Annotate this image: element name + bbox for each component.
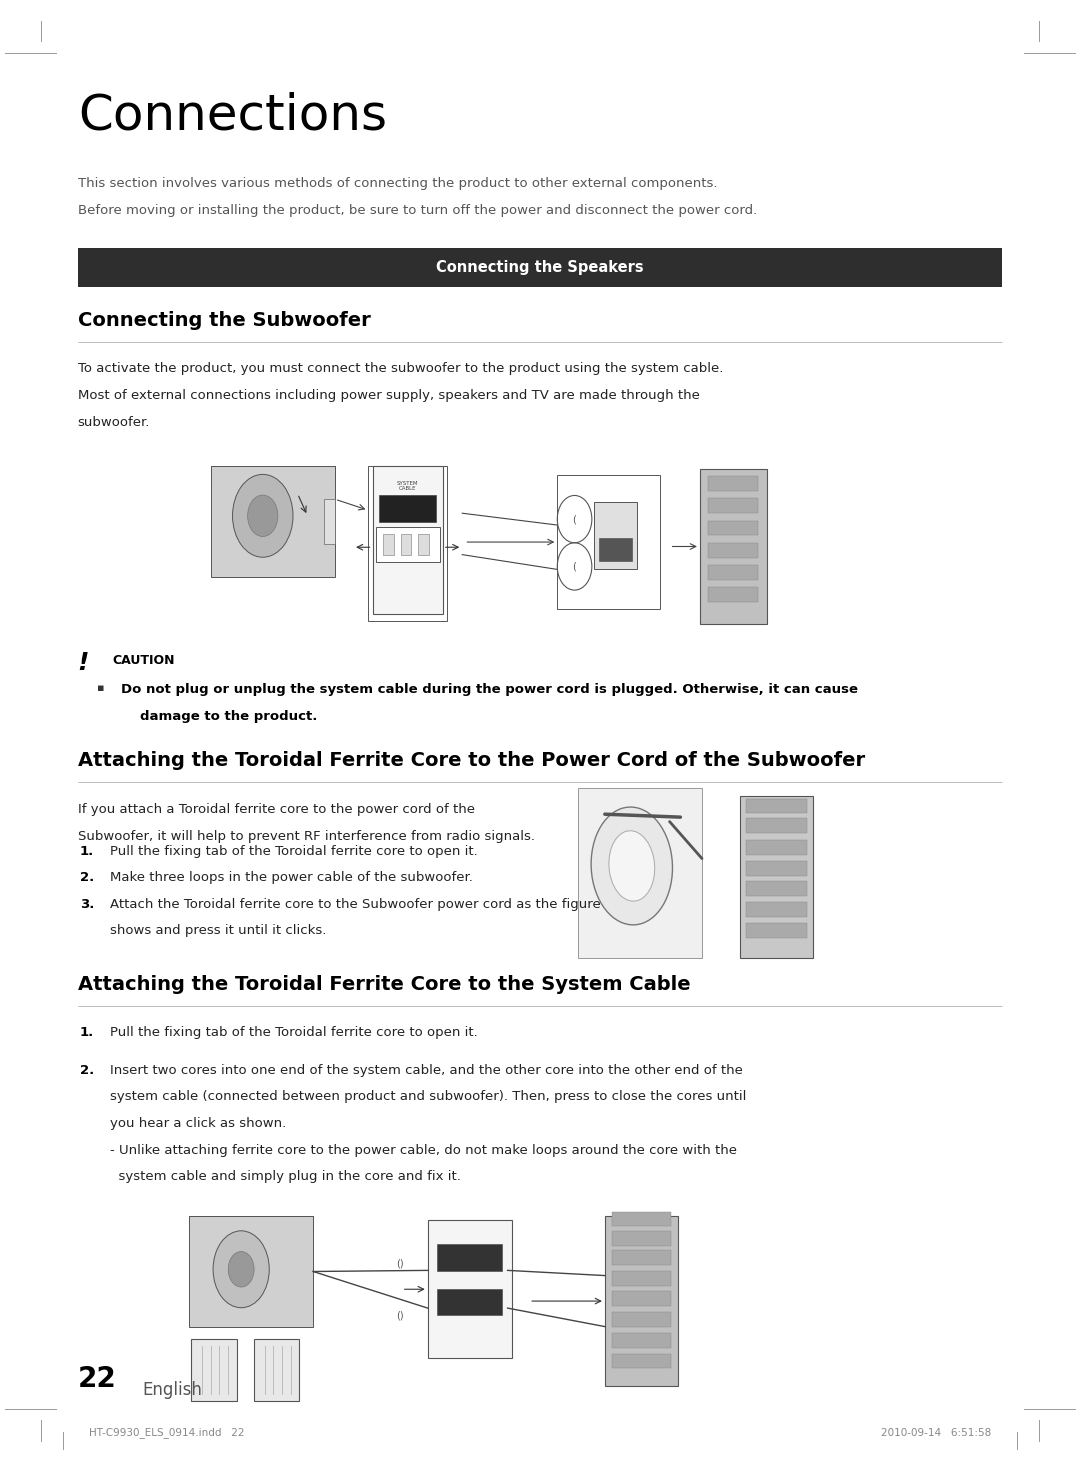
Text: Insert two cores into one end of the system cable, and the other core into the o: Insert two cores into one end of the sys… <box>110 1063 743 1077</box>
FancyBboxPatch shape <box>746 902 807 917</box>
Text: Pull the fixing tab of the Toroidal ferrite core to open it.: Pull the fixing tab of the Toroidal ferr… <box>110 845 478 858</box>
Text: CAUTION: CAUTION <box>112 654 175 667</box>
Text: Do not plug or unplug the system cable during the power cord is plugged. Otherwi: Do not plug or unplug the system cable d… <box>121 683 858 697</box>
Text: 2010-09-14   6:51:58: 2010-09-14 6:51:58 <box>881 1427 991 1438</box>
Text: shows and press it until it clicks.: shows and press it until it clicks. <box>110 924 326 938</box>
FancyBboxPatch shape <box>78 248 1002 287</box>
Circle shape <box>213 1231 269 1307</box>
FancyBboxPatch shape <box>437 1244 502 1270</box>
FancyBboxPatch shape <box>605 1216 678 1386</box>
FancyBboxPatch shape <box>708 476 758 491</box>
Text: Connecting the Subwoofer: Connecting the Subwoofer <box>78 311 370 330</box>
FancyBboxPatch shape <box>437 1288 502 1315</box>
FancyBboxPatch shape <box>612 1211 671 1226</box>
Text: 1.: 1. <box>80 845 94 858</box>
Text: Subwoofer, it will help to prevent RF interference from radio signals.: Subwoofer, it will help to prevent RF in… <box>78 830 535 843</box>
FancyBboxPatch shape <box>740 796 813 958</box>
FancyBboxPatch shape <box>612 1333 671 1347</box>
Text: Attach the Toroidal ferrite core to the Subwoofer power cord as the figure: Attach the Toroidal ferrite core to the … <box>110 898 600 911</box>
FancyBboxPatch shape <box>700 469 767 624</box>
Text: (: ( <box>572 515 577 524</box>
FancyBboxPatch shape <box>189 1216 313 1327</box>
Text: damage to the product.: damage to the product. <box>140 710 318 723</box>
Text: Pull the fixing tab of the Toroidal ferrite core to open it.: Pull the fixing tab of the Toroidal ferr… <box>110 1026 478 1040</box>
FancyBboxPatch shape <box>254 1338 299 1401</box>
Text: - Unlike attaching ferrite core to the power cable, do not make loops around the: - Unlike attaching ferrite core to the p… <box>110 1143 738 1157</box>
FancyBboxPatch shape <box>612 1231 671 1245</box>
Ellipse shape <box>591 808 673 924</box>
FancyBboxPatch shape <box>383 534 394 555</box>
Ellipse shape <box>609 831 654 901</box>
FancyBboxPatch shape <box>746 881 807 896</box>
Text: 22: 22 <box>78 1365 117 1393</box>
Text: Attaching the Toroidal Ferrite Core to the Power Cord of the Subwoofer: Attaching the Toroidal Ferrite Core to t… <box>78 751 865 771</box>
FancyBboxPatch shape <box>746 840 807 855</box>
Text: (): () <box>395 1310 404 1321</box>
Text: To activate the product, you must connect the subwoofer to the product using the: To activate the product, you must connec… <box>78 362 724 376</box>
FancyBboxPatch shape <box>746 861 807 876</box>
FancyBboxPatch shape <box>428 1220 512 1358</box>
Text: subwoofer.: subwoofer. <box>78 416 150 429</box>
FancyBboxPatch shape <box>594 503 637 569</box>
Text: system cable and simply plug in the core and fix it.: system cable and simply plug in the core… <box>110 1170 461 1183</box>
FancyBboxPatch shape <box>379 495 436 522</box>
FancyBboxPatch shape <box>612 1250 671 1265</box>
FancyBboxPatch shape <box>401 534 411 555</box>
Text: SYSTEM
CABLE: SYSTEM CABLE <box>397 481 418 491</box>
FancyBboxPatch shape <box>211 466 335 577</box>
FancyBboxPatch shape <box>708 543 758 558</box>
Text: ▪: ▪ <box>97 683 105 694</box>
FancyBboxPatch shape <box>708 498 758 513</box>
FancyBboxPatch shape <box>746 818 807 833</box>
FancyBboxPatch shape <box>578 788 702 958</box>
Text: (: ( <box>572 562 577 571</box>
FancyBboxPatch shape <box>324 500 335 544</box>
FancyBboxPatch shape <box>708 521 758 535</box>
Text: system cable (connected between product and subwoofer). Then, press to close the: system cable (connected between product … <box>110 1090 746 1103</box>
Text: Connecting the Speakers: Connecting the Speakers <box>436 260 644 275</box>
Text: 2.: 2. <box>80 1063 94 1077</box>
Text: Most of external connections including power supply, speakers and TV are made th: Most of external connections including p… <box>78 389 700 402</box>
Text: you hear a click as shown.: you hear a click as shown. <box>110 1117 286 1130</box>
FancyBboxPatch shape <box>612 1291 671 1306</box>
FancyBboxPatch shape <box>191 1338 237 1401</box>
FancyBboxPatch shape <box>708 587 758 602</box>
Text: !: ! <box>78 651 90 674</box>
FancyBboxPatch shape <box>211 466 335 484</box>
FancyBboxPatch shape <box>612 1353 671 1368</box>
FancyBboxPatch shape <box>612 1270 671 1285</box>
Text: 1.: 1. <box>80 1026 94 1040</box>
Text: If you attach a Toroidal ferrite core to the power cord of the: If you attach a Toroidal ferrite core to… <box>78 803 475 816</box>
Text: Attaching the Toroidal Ferrite Core to the System Cable: Attaching the Toroidal Ferrite Core to t… <box>78 975 690 994</box>
FancyBboxPatch shape <box>373 466 443 614</box>
FancyBboxPatch shape <box>599 538 632 562</box>
Text: English: English <box>143 1381 202 1399</box>
Circle shape <box>232 475 293 558</box>
Text: Connections: Connections <box>78 92 387 139</box>
Text: HT-C9930_ELS_0914.indd   22: HT-C9930_ELS_0914.indd 22 <box>89 1427 244 1438</box>
Text: Make three loops in the power cable of the subwoofer.: Make three loops in the power cable of t… <box>110 871 473 884</box>
Text: Before moving or installing the product, be sure to turn off the power and disco: Before moving or installing the product,… <box>78 204 757 217</box>
Text: 2.: 2. <box>80 871 94 884</box>
FancyBboxPatch shape <box>612 1312 671 1327</box>
Circle shape <box>247 495 278 537</box>
Text: (): () <box>395 1259 404 1269</box>
FancyBboxPatch shape <box>746 799 807 813</box>
FancyBboxPatch shape <box>746 923 807 938</box>
FancyBboxPatch shape <box>376 527 440 562</box>
Text: 3.: 3. <box>80 898 94 911</box>
FancyBboxPatch shape <box>708 565 758 580</box>
FancyBboxPatch shape <box>189 1216 313 1233</box>
Circle shape <box>228 1251 254 1287</box>
FancyBboxPatch shape <box>418 534 429 555</box>
Text: This section involves various methods of connecting the product to other externa: This section involves various methods of… <box>78 177 717 191</box>
